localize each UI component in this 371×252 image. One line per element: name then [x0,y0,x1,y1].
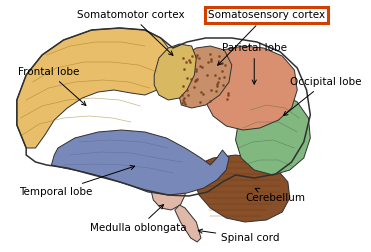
Text: Cerebellum: Cerebellum [246,188,306,203]
Text: Temporal lobe: Temporal lobe [19,166,135,197]
Text: Occipital lobe: Occipital lobe [283,77,361,116]
Polygon shape [178,46,232,108]
Text: Parietal lobe: Parietal lobe [222,43,287,84]
Text: Frontal lobe: Frontal lobe [18,67,86,105]
Polygon shape [204,46,297,130]
Polygon shape [175,205,201,242]
Polygon shape [154,44,196,100]
Polygon shape [151,174,185,210]
Text: Spinal cord: Spinal cord [198,229,280,243]
Text: Somatosensory cortex: Somatosensory cortex [208,10,325,65]
Text: Medulla oblongata: Medulla oblongata [90,205,187,233]
Polygon shape [194,155,290,222]
Polygon shape [52,130,229,195]
Polygon shape [236,92,310,175]
Polygon shape [17,28,173,148]
Text: Somatomotor cortex: Somatomotor cortex [77,10,185,55]
